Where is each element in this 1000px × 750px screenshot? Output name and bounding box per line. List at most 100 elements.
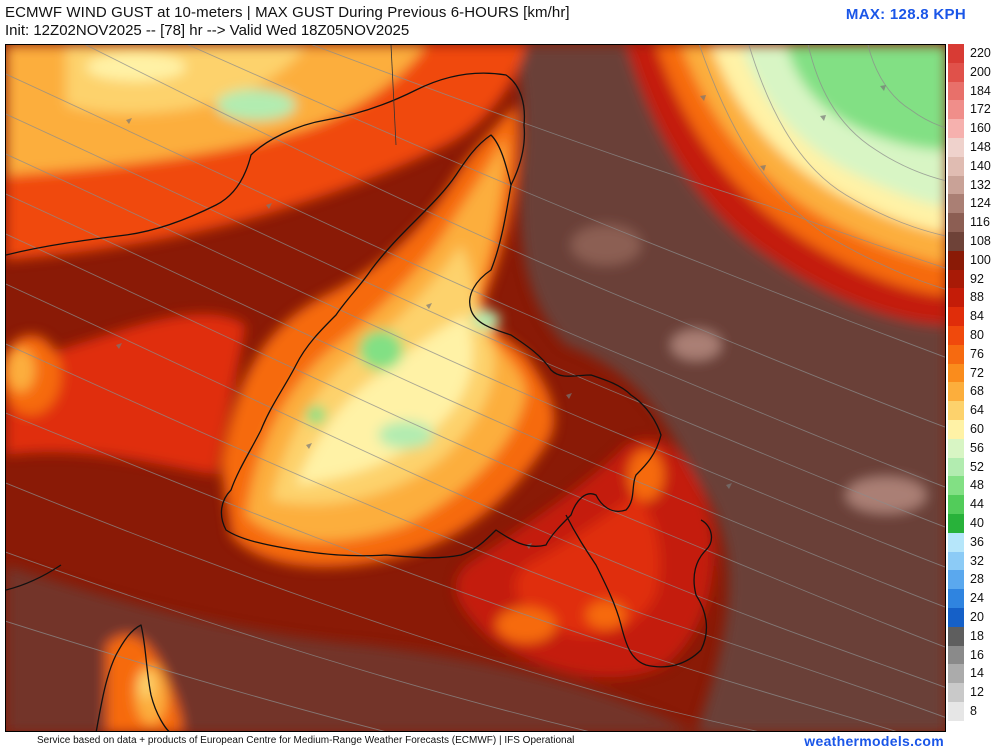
legend-item: 132 [948, 175, 1000, 195]
legend-label: 44 [970, 497, 984, 512]
gust-map-canvas [6, 45, 945, 731]
legend-label: 200 [970, 64, 991, 79]
legend-swatch [948, 626, 964, 646]
map-title: ECMWF WIND GUST at 10-meters | MAX GUST … [5, 4, 570, 21]
legend-label: 56 [970, 440, 984, 455]
credit-text: Service based on data + products of Euro… [37, 735, 575, 746]
legend-swatch [948, 570, 964, 590]
legend-swatch [948, 514, 964, 533]
legend-label: 36 [970, 534, 984, 549]
se-orange-patch-1 [496, 607, 556, 643]
legend-swatch [948, 100, 964, 120]
legend-label: 40 [970, 516, 984, 530]
light-brown-patch-1 [846, 477, 926, 513]
legend-swatch [948, 175, 964, 195]
island-green-4 [472, 310, 500, 330]
streamline-arrows [116, 85, 886, 549]
map-subtitle: Init: 12Z02NOV2025 -- [78] hr --> Valid … [5, 22, 410, 39]
legend-label: 18 [970, 628, 984, 643]
streamlines [6, 45, 945, 731]
legend-item: 64 [948, 401, 1000, 420]
color-legend: 220 200 184 172 160 148 140 132 124 116 108 100 92 88… [948, 44, 1000, 721]
site-link[interactable]: weathermodels.com [804, 733, 944, 749]
legend-label: 132 [970, 177, 991, 192]
quebec-north-shore [6, 564, 62, 591]
legend-swatch [948, 156, 964, 176]
legend-label: 20 [970, 610, 984, 624]
legend-swatch [948, 326, 964, 345]
legend-label: 184 [970, 83, 991, 98]
legend-swatch [948, 119, 964, 138]
legend-swatch [948, 363, 964, 383]
legend-label: 100 [970, 252, 991, 267]
legend-item: 52 [948, 457, 1000, 477]
legend-label: 108 [970, 234, 991, 248]
se-redorange-zone [515, 495, 660, 635]
island-green-3 [306, 406, 326, 424]
legend-label: 72 [970, 365, 984, 380]
legend-swatch [948, 344, 964, 364]
legend-item: 200 [948, 62, 1000, 82]
legend-item: 140 [948, 156, 1000, 176]
legend-item: 12 [948, 683, 1000, 702]
legend-item: 108 [948, 232, 1000, 251]
legend-item: 148 [948, 138, 1000, 157]
legend-swatch [948, 532, 964, 552]
nw-yellow-patch [86, 53, 186, 81]
legend-item: 76 [948, 344, 1000, 364]
legend-item: 88 [948, 288, 1000, 308]
legend-item: 20 [948, 608, 1000, 627]
cape-breton [95, 624, 170, 731]
legend-item: 14 [948, 664, 1000, 684]
legend-item: 92 [948, 269, 1000, 289]
legend-swatch [948, 420, 964, 439]
legend-item: 124 [948, 194, 1000, 214]
legend-label: 92 [970, 271, 984, 286]
legend-swatch [948, 495, 964, 514]
legend-item: 160 [948, 119, 1000, 138]
avalon-peninsula [565, 514, 713, 668]
legend-swatch [948, 664, 964, 684]
legend-item: 28 [948, 570, 1000, 590]
legend-label: 28 [970, 572, 984, 587]
legend-label: 68 [970, 384, 984, 399]
island-green-2 [378, 421, 434, 449]
light-brown-patch-2 [671, 330, 721, 360]
legend-label: 64 [970, 403, 984, 418]
legend-swatch [948, 138, 964, 157]
legend-swatch [948, 551, 964, 571]
se-orange-patch-2 [628, 449, 664, 501]
legend-swatch [948, 457, 964, 477]
legend-label: 60 [970, 422, 984, 436]
legend-item: 72 [948, 363, 1000, 383]
nw-green-patch [216, 89, 296, 121]
legend-item: 56 [948, 438, 1000, 458]
legend-item: 40 [948, 514, 1000, 533]
legend-item: 184 [948, 81, 1000, 101]
border-line [390, 45, 397, 146]
brown-zone-south [6, 565, 693, 731]
gust-field [6, 45, 945, 731]
west-redorange [6, 314, 246, 475]
legend-swatch [948, 645, 964, 665]
legend-label: 48 [970, 478, 984, 493]
legend-swatch [948, 401, 964, 420]
max-gust-label: MAX: 128.8 KPH [845, 6, 966, 23]
gust-map[interactable] [5, 44, 946, 732]
legend-swatch [948, 476, 964, 496]
legend-item: 36 [948, 532, 1000, 552]
legend-label: 140 [970, 158, 991, 173]
legend-item: 24 [948, 589, 1000, 608]
legend-swatch [948, 194, 964, 214]
legend-item: 220 [948, 44, 1000, 63]
legend-swatch [948, 702, 964, 721]
legend-item: 60 [948, 420, 1000, 439]
legend-label: 172 [970, 102, 991, 117]
legend-item: 116 [948, 213, 1000, 232]
legend-swatch [948, 44, 964, 63]
legend-swatch [948, 589, 964, 608]
legend-label: 116 [970, 215, 990, 230]
legend-label: 160 [970, 121, 991, 136]
legend-swatch [948, 683, 964, 702]
legend-swatch [948, 307, 964, 326]
